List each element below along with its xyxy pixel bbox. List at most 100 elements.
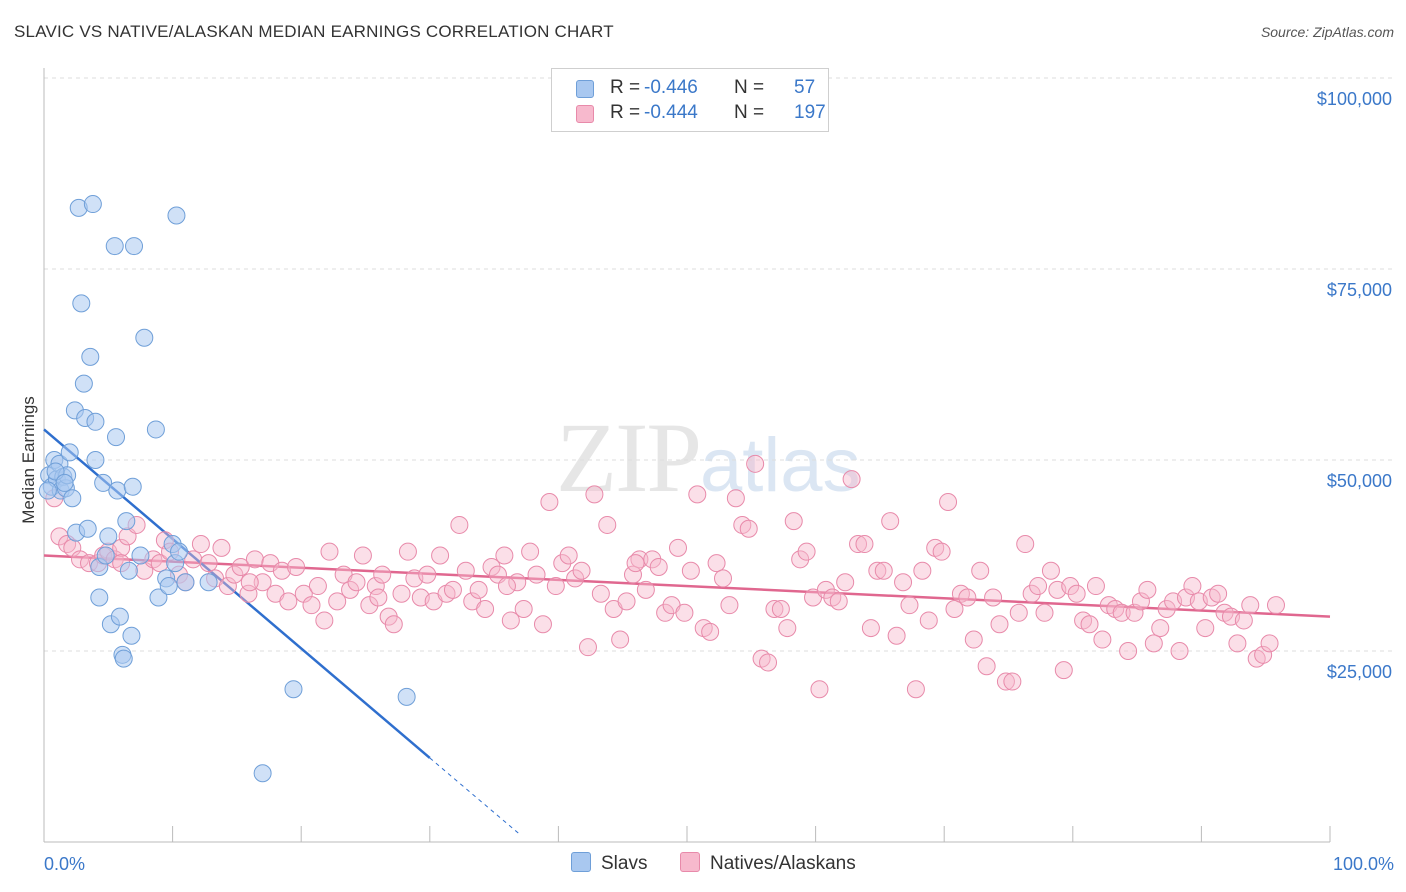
- slavs-point: [135, 328, 154, 347]
- chart-title: SLAVIC VS NATIVE/ALASKAN MEDIAN EARNINGS…: [14, 22, 614, 41]
- natives-point: [656, 603, 675, 622]
- slavs-point: [119, 561, 138, 580]
- natives-point: [1029, 577, 1048, 596]
- natives-point: [341, 580, 360, 599]
- natives-point: [611, 630, 630, 649]
- trend-lines: [43, 428, 1331, 835]
- natives-point: [287, 557, 306, 576]
- natives-point: [239, 584, 258, 603]
- natives-point: [1003, 672, 1022, 691]
- legend-r-label: R =: [610, 102, 641, 123]
- natives-point: [384, 615, 403, 634]
- natives-point: [240, 573, 259, 592]
- natives-point: [1041, 561, 1060, 580]
- natives-point: [887, 626, 906, 645]
- natives-point: [849, 535, 868, 554]
- legend-n-value: 197: [794, 102, 826, 123]
- natives-point: [272, 561, 291, 580]
- watermark-atlas: atlas: [700, 423, 861, 508]
- slavs-legend-label: Slavs: [601, 853, 648, 874]
- natives-point: [1016, 535, 1035, 554]
- natives-point: [617, 592, 636, 611]
- natives-point: [1054, 661, 1073, 680]
- natives-point: [726, 489, 745, 508]
- natives-point: [771, 599, 790, 618]
- natives-point: [253, 573, 272, 592]
- natives-point: [1183, 577, 1202, 596]
- y-tick-label: $100,000: [1317, 89, 1392, 109]
- natives-point: [566, 569, 585, 588]
- natives-point: [1151, 619, 1170, 638]
- natives-point: [514, 599, 533, 618]
- slavs-point: [90, 588, 109, 607]
- natives-point: [1170, 642, 1189, 660]
- natives-point: [450, 515, 469, 534]
- natives-point: [469, 580, 488, 599]
- slavs-point: [74, 374, 93, 393]
- natives-point: [521, 542, 540, 561]
- natives-point: [1035, 603, 1054, 622]
- x-tick-label: 0.0%: [44, 854, 85, 874]
- natives-point: [984, 588, 1003, 607]
- natives-point: [977, 657, 996, 676]
- natives-point: [791, 550, 810, 569]
- natives-point: [245, 550, 264, 569]
- x-tick-label: 100.0%: [1333, 854, 1394, 874]
- natives-point: [759, 653, 778, 672]
- legend-r-value: -0.444: [644, 102, 698, 123]
- natives-point: [1254, 645, 1273, 664]
- natives-point: [585, 485, 604, 504]
- natives-point: [369, 588, 388, 607]
- natives-point: [707, 554, 726, 573]
- chart-source: Source: ZipAtlas.com: [1260, 24, 1394, 40]
- natives-point: [964, 630, 983, 649]
- slavs-point: [72, 294, 91, 313]
- slavs-point: [170, 542, 189, 561]
- watermark-zip: ZIP: [556, 402, 702, 513]
- natives-point: [701, 622, 720, 641]
- natives-point: [418, 565, 437, 584]
- slavs-point: [107, 428, 126, 447]
- slavs-point: [123, 477, 142, 496]
- natives-point: [1093, 630, 1112, 649]
- axis-labels: $25,000 $50,000 $75,000 $100,000 0.0% 100.0% M…: [19, 89, 1394, 874]
- natives-point: [855, 535, 874, 554]
- slavs-point: [63, 489, 82, 508]
- natives-point: [353, 546, 372, 565]
- slavs-point: [122, 626, 141, 645]
- natives-point: [868, 561, 887, 580]
- natives-point: [1061, 577, 1080, 596]
- natives-point: [720, 596, 739, 615]
- natives-point: [476, 599, 495, 618]
- slavs-point: [96, 546, 115, 565]
- natives-point: [366, 577, 385, 596]
- correlation-legend: R = -0.446 N = 57 R = -0.444 N = 197: [551, 68, 829, 132]
- legend-r-label: R =: [610, 77, 641, 98]
- natives-point: [1144, 634, 1163, 653]
- slavs-point: [105, 237, 124, 256]
- natives-point: [199, 554, 218, 573]
- natives-point: [328, 592, 347, 611]
- natives-point: [112, 538, 131, 557]
- legend-n-value: 57: [794, 77, 816, 98]
- natives-point: [1067, 584, 1086, 603]
- natives-point: [894, 573, 913, 592]
- slavs-point: [78, 519, 97, 538]
- natives-point: [360, 596, 379, 615]
- natives-point: [861, 619, 880, 638]
- natives-point: [184, 550, 203, 569]
- natives-point: [958, 588, 977, 607]
- natives-point: [501, 611, 520, 630]
- natives-point: [996, 672, 1015, 691]
- natives-point: [784, 512, 803, 531]
- natives-point: [231, 557, 250, 576]
- slavs-point: [159, 577, 178, 596]
- natives-point: [315, 611, 334, 630]
- slavs-point: [146, 420, 165, 439]
- natives-point: [71, 550, 90, 569]
- natives-point: [643, 550, 662, 569]
- slavs-point: [397, 687, 416, 706]
- y-tick-label: $75,000: [1327, 280, 1392, 300]
- natives-point: [971, 561, 990, 580]
